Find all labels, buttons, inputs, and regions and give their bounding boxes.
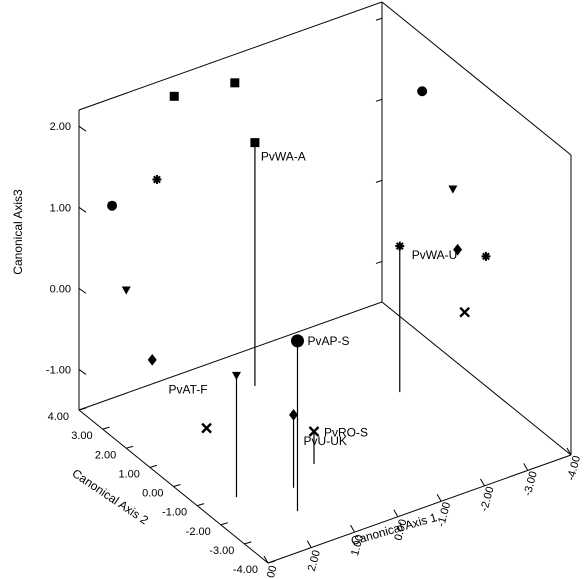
wall-marker-asterisk xyxy=(481,251,491,261)
wall-marker-diamond xyxy=(147,353,157,366)
tick-label: -3.00 xyxy=(209,545,234,557)
tick-mark xyxy=(149,464,158,468)
tick-mark xyxy=(436,494,442,502)
point-marker-pvro-s xyxy=(308,426,320,437)
point-label: PvAT-F xyxy=(168,382,207,396)
tick-mark xyxy=(220,522,228,526)
tick-label: 2.00 xyxy=(306,549,323,573)
tick-label: -2.00 xyxy=(478,485,496,512)
tick-mark xyxy=(244,541,252,545)
wall-marker-cross xyxy=(201,422,212,434)
tick-mark xyxy=(78,407,87,411)
tick-label: -1.00 xyxy=(46,364,71,376)
point-marker-pvwa-a xyxy=(250,138,260,148)
tick-mark xyxy=(102,426,110,430)
tick-mark xyxy=(523,463,529,471)
point-marker-pvu-uk xyxy=(289,408,299,421)
tick-mark xyxy=(267,560,276,564)
frame-edge xyxy=(267,454,572,564)
tick-mark xyxy=(393,509,399,517)
point-marker-pvap-s xyxy=(290,334,304,348)
wall-marker-triangle xyxy=(448,185,458,194)
tick-label: 0.00 xyxy=(142,488,163,500)
frame-edge xyxy=(78,301,383,411)
wall-marker-square xyxy=(230,78,240,88)
plot-box-frame xyxy=(78,1,572,564)
wall-marker-circle xyxy=(107,200,118,211)
tick-mark xyxy=(78,369,87,375)
tick-mark xyxy=(566,447,572,456)
tick-mark xyxy=(263,555,269,564)
tick-mark xyxy=(350,524,356,533)
tick-mark xyxy=(126,445,134,449)
tick-mark xyxy=(306,540,312,548)
tick-label: -4.00 xyxy=(233,564,258,576)
wall-marker-circle xyxy=(417,86,428,97)
tick-label: 3.00 xyxy=(263,564,280,579)
point-marker-pvat-f xyxy=(231,371,241,380)
tick-mark xyxy=(78,125,87,132)
frame-edge xyxy=(381,1,572,156)
tick-label: -1.00 xyxy=(162,507,187,519)
point-label: PvRO-S xyxy=(324,426,368,440)
wall-marker-asterisk xyxy=(152,175,162,185)
data-markers xyxy=(107,78,491,437)
tick-mark xyxy=(375,179,383,183)
point-label: PvU-UK xyxy=(304,434,347,448)
tick-mark xyxy=(173,484,181,487)
point-marker-pvwa-u xyxy=(395,241,405,251)
z-axis-title: Canonical Axis3 xyxy=(11,189,25,275)
tick-label: -4.00 xyxy=(565,455,583,482)
tick-label: 4.00 xyxy=(48,411,69,423)
tick-label: 1.00 xyxy=(349,533,366,557)
tick-mark xyxy=(375,98,383,102)
wall-marker-diamond xyxy=(453,243,463,256)
tick-label: -2.00 xyxy=(186,526,211,538)
point-label: PvAP-S xyxy=(307,334,349,348)
tick-mark xyxy=(375,260,383,264)
tick-mark xyxy=(375,17,383,21)
tick-mark xyxy=(78,287,87,294)
point-label: PvWA-U xyxy=(412,248,458,262)
wall-marker-triangle xyxy=(121,286,131,295)
wall-marker-square xyxy=(169,91,179,101)
tick-label: 1.00 xyxy=(118,468,139,480)
tick-mark xyxy=(479,478,485,487)
tick-label: 2.00 xyxy=(50,121,71,133)
frame-edge xyxy=(381,301,572,456)
tick-mark xyxy=(78,206,87,213)
tick-label: 0.00 xyxy=(392,518,409,542)
tick-mark xyxy=(196,503,205,507)
tick-label: 1.00 xyxy=(50,202,71,214)
wall-marker-cross xyxy=(459,306,471,318)
axis-ticks: 2.001.000.00-1.004.003.002.001.000.00-1.… xyxy=(46,17,583,579)
tick-label: 0.00 xyxy=(50,283,71,295)
tick-label: 2.00 xyxy=(95,449,116,461)
tick-label: 3.00 xyxy=(71,430,92,442)
frame-edge xyxy=(78,1,383,111)
tick-label: -3.00 xyxy=(522,470,540,497)
tick-label: -1.00 xyxy=(435,501,453,528)
point-stems xyxy=(235,142,401,512)
point-label: PvWA-A xyxy=(261,150,306,164)
